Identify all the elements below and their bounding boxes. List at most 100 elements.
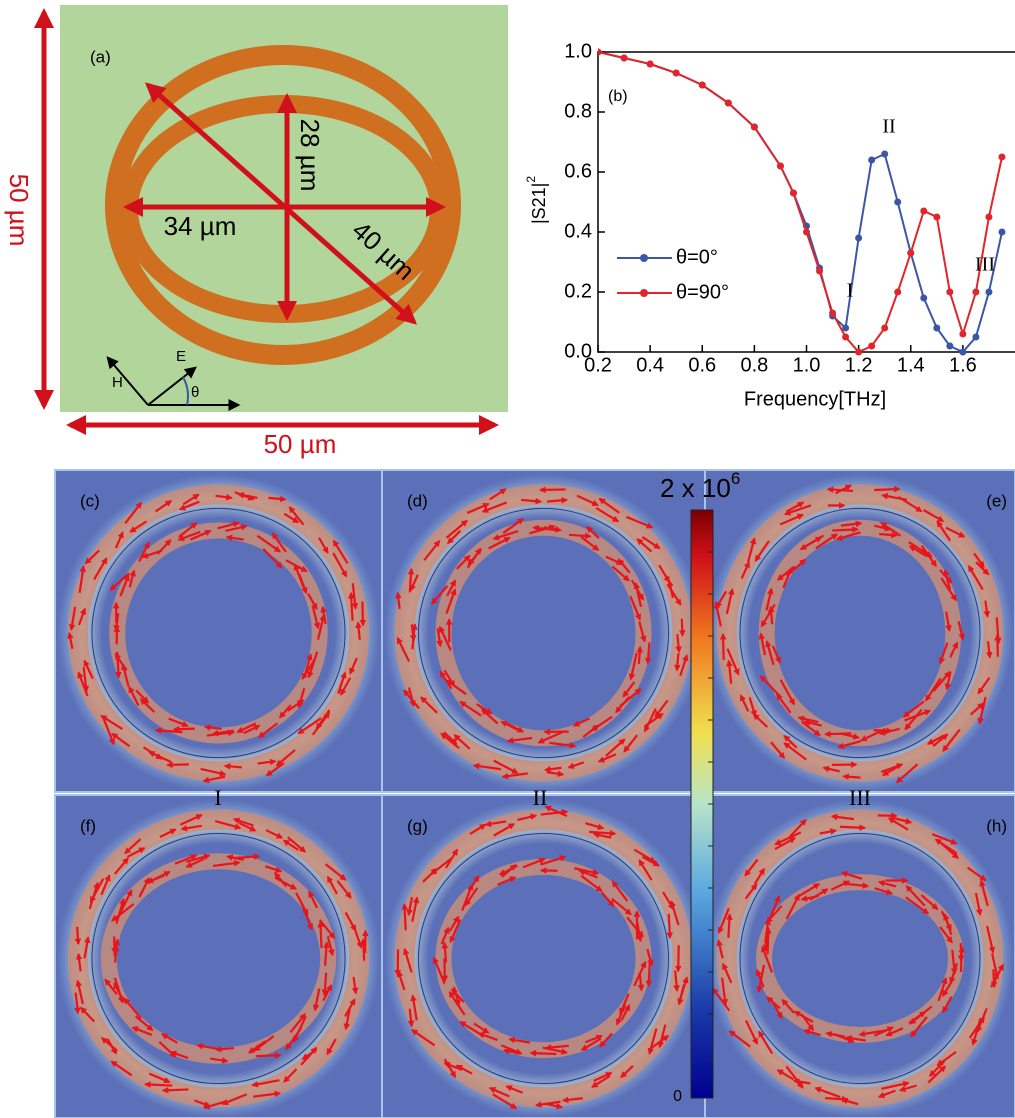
current-arrow <box>832 529 857 530</box>
panel-b: 0.00.20.40.60.81.00.20.40.60.81.01.21.41… <box>524 40 1015 410</box>
current-arrow <box>174 729 195 730</box>
legend-label: θ=90° <box>676 281 729 303</box>
data-point <box>998 229 1005 236</box>
field-glow <box>707 799 1014 1118</box>
axis-label: θ <box>191 384 199 401</box>
mode-label: III <box>849 785 871 810</box>
current-arrow <box>225 766 242 767</box>
data-point <box>894 289 901 296</box>
field-glow <box>384 799 703 1118</box>
current-arrow <box>678 945 679 971</box>
field-panel: (h) <box>705 795 1015 1118</box>
height-label: 50 µm <box>4 174 34 247</box>
data-point <box>868 343 875 350</box>
colorbar-max-label: 2 x 106 <box>660 469 740 502</box>
data-point <box>777 163 784 170</box>
current-arrow <box>163 1089 188 1090</box>
current-arrow <box>404 904 405 930</box>
x-tick-label: 0.6 <box>688 354 716 376</box>
y-tick-label: 0.4 <box>564 220 592 242</box>
current-arrow <box>669 914 670 938</box>
x-axis-label: Frequency[THz] <box>744 388 886 410</box>
x-tick-label: 0.2 <box>584 354 612 376</box>
data-point <box>985 289 992 296</box>
panel-label: (a) <box>90 47 111 66</box>
data-point <box>855 349 862 356</box>
series <box>595 49 1006 356</box>
axis-label: H <box>112 374 123 391</box>
current-arrow <box>840 827 865 828</box>
y-axis-label-sup: 2 <box>524 176 538 183</box>
data-point <box>790 190 797 197</box>
annotation: II <box>882 116 895 138</box>
legend-label: θ=0° <box>676 246 718 268</box>
data-point <box>881 325 888 332</box>
current-arrow <box>825 1098 847 1099</box>
annotation: III <box>975 254 995 276</box>
field-panel: (d) <box>382 470 705 792</box>
panel-label: (d) <box>407 491 428 510</box>
current-arrow <box>531 1053 557 1054</box>
x-tick-label: 1.6 <box>949 354 977 376</box>
y-tick-label: 1.0 <box>564 40 592 62</box>
data-point <box>894 199 901 206</box>
x-tick-label: 1.0 <box>793 354 821 376</box>
current-arrow <box>873 730 891 731</box>
current-arrow <box>874 489 899 490</box>
legend-marker <box>640 254 648 262</box>
current-arrow <box>77 927 78 944</box>
current-arrow <box>569 535 590 537</box>
data-point <box>673 70 680 77</box>
y-tick-label: 0.2 <box>564 280 592 302</box>
data-point <box>647 61 654 68</box>
field-maps: (c)(d)(e)(f)(g)(h)IIIIII2 x 1060 <box>55 469 1015 1118</box>
data-point <box>998 154 1005 161</box>
field-panel: (g) <box>382 795 705 1118</box>
panel-label: (h) <box>986 816 1007 835</box>
field-panel: (e) <box>705 470 1015 792</box>
colorbar-max-text: 2 x 10 <box>660 473 731 503</box>
current-arrow <box>256 1055 281 1056</box>
data-point <box>933 325 940 332</box>
data-point <box>699 82 706 89</box>
current-arrow <box>639 647 640 664</box>
current-arrow <box>540 489 565 490</box>
current-arrow <box>723 634 724 660</box>
series <box>595 49 1006 356</box>
panel-label: (f) <box>80 816 96 835</box>
dim-label: 34 µm <box>164 211 237 241</box>
current-arrow <box>682 619 683 636</box>
y-axis-label-text: |S21| <box>529 183 549 224</box>
y-tick-label: 0.8 <box>564 100 592 122</box>
axis-label: E <box>176 348 186 365</box>
y-axis-label: |S21|2 <box>524 176 549 224</box>
legend-marker <box>640 289 648 297</box>
current-arrow <box>728 915 729 938</box>
data-point <box>920 295 927 302</box>
mode-label: I <box>214 785 221 810</box>
data-point <box>595 49 602 56</box>
data-point <box>972 289 979 296</box>
current-arrow <box>879 534 896 535</box>
current-arrow <box>167 764 188 765</box>
annotation: I <box>847 280 854 302</box>
x-tick-label: 1.4 <box>897 354 925 376</box>
mode-label: II <box>533 785 548 810</box>
data-point <box>920 208 927 215</box>
current-arrow <box>766 934 767 950</box>
current-arrow <box>649 959 650 985</box>
series-line <box>598 52 1002 352</box>
dim-label: 28 µm <box>295 119 325 192</box>
data-point <box>816 268 823 275</box>
panel-label: (b) <box>608 88 628 105</box>
field-panel: (f) <box>55 795 382 1118</box>
field-panel: (c) <box>55 470 382 792</box>
width-label: 50 µm <box>264 429 337 459</box>
data-point <box>946 289 953 296</box>
data-point <box>829 310 836 317</box>
data-point <box>959 349 966 356</box>
current-arrow <box>268 498 285 500</box>
panel-label: (g) <box>407 816 428 835</box>
data-point <box>842 334 849 341</box>
data-point <box>985 214 992 221</box>
